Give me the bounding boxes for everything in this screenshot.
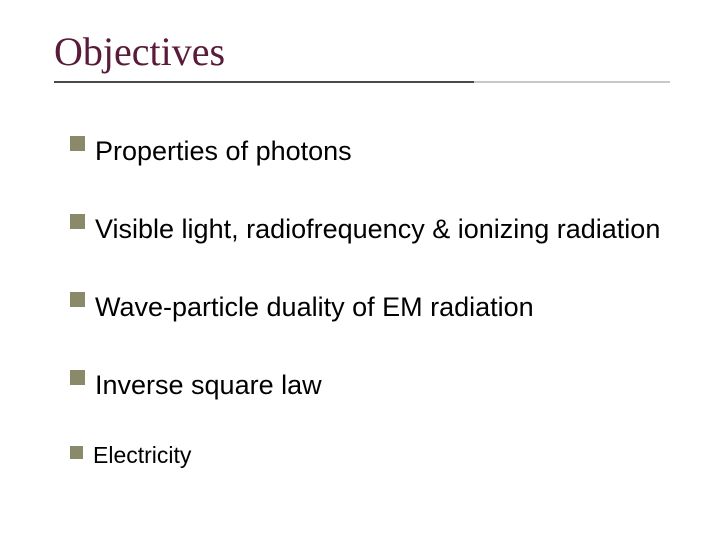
square-bullet-icon [70, 292, 85, 307]
title-underline [54, 81, 670, 83]
underline-dark [54, 81, 474, 83]
list-item-text: Inverse square law [95, 361, 322, 411]
square-bullet-icon [70, 214, 85, 229]
content-area: Properties of photons Visible light, rad… [54, 89, 666, 471]
list-item-text: Wave-particle duality of EM radiation [95, 283, 534, 333]
list-item-text: Properties of photons [95, 127, 352, 177]
list-item-text: Electricity [93, 439, 191, 471]
slide-title: Objectives [54, 28, 666, 75]
list-item-text: Visible light, radiofrequency & ionizing… [95, 205, 660, 255]
list-item: Properties of photons [70, 127, 666, 177]
list-item: Wave-particle duality of EM radiation [70, 283, 666, 333]
square-bullet-icon [70, 370, 85, 385]
list-item: Visible light, radiofrequency & ionizing… [70, 205, 666, 255]
list-item: Inverse square law [70, 361, 666, 411]
square-bullet-icon [70, 136, 85, 151]
title-area: Objectives [54, 28, 666, 83]
slide: Objectives Properties of photons Visible… [0, 0, 720, 540]
square-bullet-icon [70, 446, 83, 459]
underline-light [474, 81, 670, 83]
list-item: Electricity [70, 439, 666, 471]
